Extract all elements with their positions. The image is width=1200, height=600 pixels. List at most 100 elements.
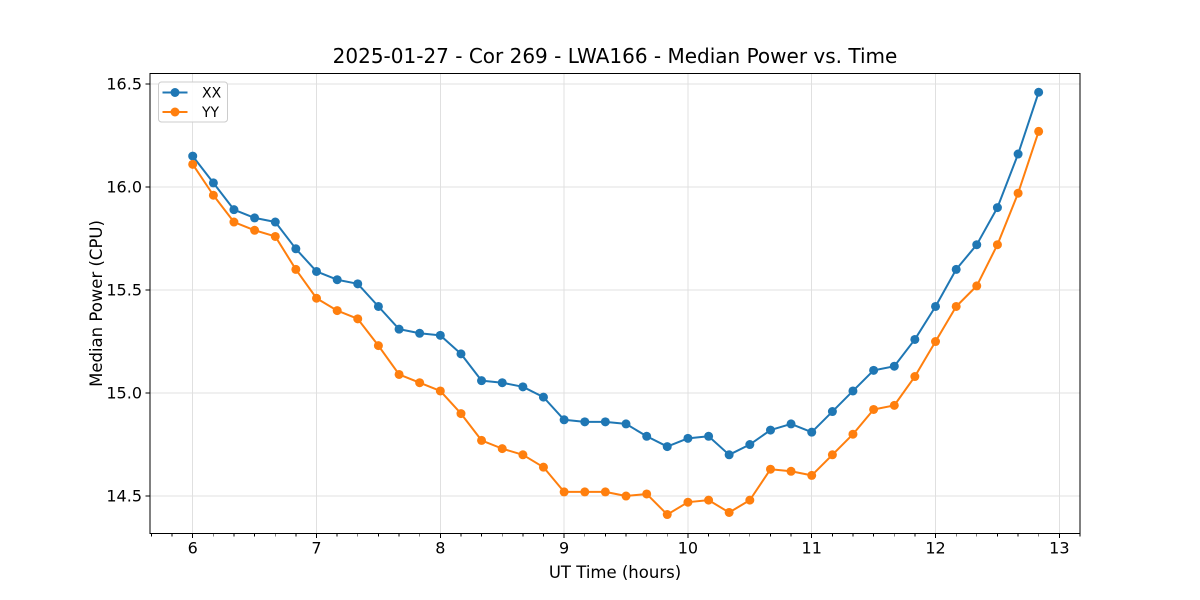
series-XX-marker xyxy=(704,431,714,441)
series-XX-marker xyxy=(580,417,590,427)
x-tick-label-7: 7 xyxy=(311,539,321,558)
series-YY-marker xyxy=(250,225,260,235)
series-XX-marker xyxy=(827,407,837,417)
series-YY-marker xyxy=(1013,188,1023,198)
series-YY-marker xyxy=(291,264,301,274)
x-tick-label-8: 8 xyxy=(435,539,445,558)
series-XX xyxy=(188,87,1044,460)
legend-marker-XX xyxy=(170,88,180,97)
y-tick-label-16: 16.0 xyxy=(106,178,142,197)
series-XX-marker xyxy=(270,217,280,227)
series-XX-marker xyxy=(373,301,383,311)
series-YY-marker xyxy=(415,378,425,388)
series-YY-marker xyxy=(621,491,631,501)
series-XX-marker xyxy=(477,376,487,386)
series-YY-marker xyxy=(312,293,322,303)
legend-label-YY: YY xyxy=(201,105,220,121)
series-YY-marker xyxy=(910,372,920,382)
series-XX-marker xyxy=(415,328,425,338)
series-XX-marker xyxy=(229,205,239,215)
series-XX-marker xyxy=(1034,87,1044,97)
chart-title: 2025-01-27 - Cor 269 - LWA166 - Median P… xyxy=(333,44,898,68)
series-YY-marker xyxy=(992,240,1002,250)
series-YY-marker xyxy=(600,487,610,497)
series-XX-marker xyxy=(642,431,652,441)
series-XX-marker xyxy=(394,324,404,334)
series-YY-marker xyxy=(332,306,342,316)
series-YY-marker xyxy=(394,369,404,379)
plot-border xyxy=(149,73,1081,534)
x-tick-label-13: 13 xyxy=(1049,539,1069,558)
series-XX-marker xyxy=(208,178,218,188)
y-tick-label-14.5: 14.5 xyxy=(106,487,142,506)
series-XX-marker xyxy=(724,450,734,460)
series-XX-marker xyxy=(807,427,817,437)
series-XX-marker xyxy=(456,349,466,359)
series-layer xyxy=(188,87,1044,520)
series-XX-marker xyxy=(889,361,899,371)
series-XX-marker xyxy=(786,419,796,429)
legend-entry-YY: YY xyxy=(162,105,220,121)
series-XX-marker xyxy=(538,392,548,402)
series-XX-marker xyxy=(662,442,672,452)
series-XX-marker xyxy=(332,275,342,285)
series-YY-marker xyxy=(766,464,775,474)
series-YY-marker xyxy=(559,487,569,497)
legend: XX YY xyxy=(158,81,228,123)
y-tick-label-15.5: 15.5 xyxy=(106,281,142,300)
series-YY-marker xyxy=(497,444,507,454)
series-YY-marker xyxy=(724,507,734,517)
series-YY-marker xyxy=(889,400,899,410)
series-XX-marker xyxy=(931,301,941,311)
series-YY-marker xyxy=(662,510,672,520)
series-YY-line xyxy=(191,130,1040,516)
series-YY-marker xyxy=(353,314,363,324)
series-YY-marker xyxy=(208,190,218,200)
legend-entry-XX: XX xyxy=(162,86,222,102)
series-XX-marker xyxy=(353,279,363,289)
series-YY-marker xyxy=(931,337,941,347)
series-XX-marker xyxy=(518,382,528,392)
series-YY-marker xyxy=(538,462,548,472)
series-YY-marker xyxy=(704,495,714,505)
series-YY-marker xyxy=(1034,126,1044,136)
series-XX-marker xyxy=(497,378,507,388)
series-YY-marker xyxy=(807,470,817,480)
series-XX-marker xyxy=(992,203,1002,213)
series-XX-marker xyxy=(559,415,569,425)
series-YY-marker xyxy=(373,341,383,351)
series-YY-marker xyxy=(229,217,239,227)
series-XX-marker xyxy=(683,433,693,443)
series-YY xyxy=(188,126,1044,520)
series-XX-marker xyxy=(910,334,920,344)
series-XX-marker xyxy=(312,266,322,276)
series-YY-marker xyxy=(786,466,796,476)
series-YY-marker xyxy=(848,429,858,439)
series-XX-marker xyxy=(951,264,961,274)
series-YY-marker xyxy=(518,450,528,460)
x-tick-label-10: 10 xyxy=(678,539,698,558)
series-XX-marker xyxy=(972,240,982,250)
x-tick-label-11: 11 xyxy=(802,539,822,558)
series-YY-marker xyxy=(827,450,837,460)
series-YY-marker xyxy=(580,487,590,497)
series-XX-marker xyxy=(600,417,610,427)
x-tick-label-9: 9 xyxy=(559,539,569,558)
series-XX-marker xyxy=(1013,149,1023,159)
tick-layer: 6 7 8 9 10 11 12 13 14.5 15.0 15.5 16.0 16.5 xyxy=(106,75,1081,558)
series-XX-marker xyxy=(745,440,755,450)
grid-layer xyxy=(150,73,1080,534)
y-tick-label-16.5: 16.5 xyxy=(106,75,142,94)
legend-marker-YY xyxy=(170,107,180,117)
series-YY-marker xyxy=(951,301,961,311)
x-axis-label: UT Time (hours) xyxy=(549,563,681,582)
y-axis-label: Median Power (CPU) xyxy=(87,220,106,387)
series-XX-marker xyxy=(766,425,775,435)
series-XX-marker xyxy=(621,419,631,429)
series-YY-marker xyxy=(642,489,652,499)
series-YY-marker xyxy=(869,404,879,414)
axes-frame xyxy=(149,73,1081,534)
series-YY-marker xyxy=(188,159,198,169)
series-YY-marker xyxy=(683,497,693,507)
